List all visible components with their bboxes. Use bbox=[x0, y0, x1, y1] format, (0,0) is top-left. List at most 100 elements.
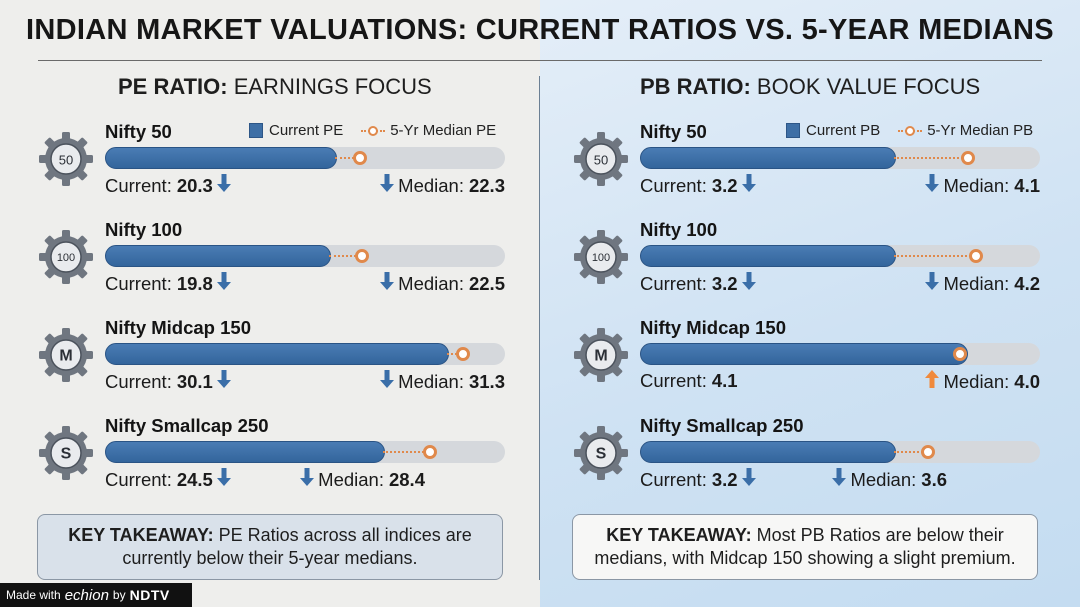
median-marker bbox=[961, 151, 975, 165]
pb-heading-bold: PB RATIO: bbox=[640, 74, 751, 99]
current-label: Current: bbox=[105, 174, 172, 196]
median-marker bbox=[352, 151, 367, 165]
pb-heading-rest: BOOK VALUE FOCUS bbox=[750, 74, 981, 99]
index-name: Nifty 100 bbox=[640, 219, 718, 240]
current-label: Current: bbox=[640, 468, 707, 490]
down-arrow-icon bbox=[216, 468, 231, 491]
pb-panel-background bbox=[540, 0, 1080, 607]
current-bar bbox=[105, 245, 332, 267]
pe-legend: Current PE 5-Yr Median PE bbox=[249, 122, 496, 139]
down-arrow-icon bbox=[741, 272, 756, 295]
echion-logo: echion bbox=[64, 586, 109, 604]
legend-current-swatch bbox=[786, 123, 800, 138]
pb-legend: Current PB 5-Yr Median PB bbox=[786, 122, 1033, 139]
current-bar bbox=[105, 343, 449, 365]
median-number: 31.3 bbox=[468, 370, 505, 392]
current-value: Current: 3.2 bbox=[640, 272, 760, 295]
title-divider bbox=[38, 60, 1042, 61]
index-name: Nifty 100 bbox=[105, 219, 183, 240]
median-connector bbox=[894, 451, 926, 453]
legend-median-label: 5-Yr Median PB bbox=[927, 122, 1034, 139]
down-arrow-icon bbox=[925, 174, 940, 197]
index-name: Nifty Midcap 150 bbox=[105, 317, 251, 338]
current-value: Current: 19.8 bbox=[105, 272, 235, 295]
current-number: 30.1 bbox=[176, 370, 213, 392]
down-arrow-icon bbox=[380, 174, 395, 197]
pb-takeaway-bold: KEY TAKEAWAY: bbox=[606, 525, 752, 545]
gear-badge-label: S bbox=[596, 446, 607, 463]
pe-takeaway-line2: currently below their 5-year medians. bbox=[122, 548, 418, 568]
gear-icon: S bbox=[37, 424, 95, 482]
gear-badge-label: 50 bbox=[594, 153, 608, 168]
median-connector bbox=[383, 451, 428, 453]
gear-badge-label: S bbox=[61, 446, 72, 463]
pe-panel-background bbox=[0, 0, 540, 607]
pb-panel-heading: PB RATIO: BOOK VALUE FOCUS bbox=[640, 74, 980, 100]
up-arrow-icon bbox=[925, 370, 940, 393]
median-number: 28.4 bbox=[388, 468, 425, 490]
current-bar bbox=[640, 147, 896, 169]
pe-key-takeaway: KEY TAKEAWAY: PE Ratios across all indic… bbox=[37, 514, 503, 580]
down-arrow-icon bbox=[832, 468, 847, 491]
current-label: Current: bbox=[105, 468, 172, 490]
median-label: Median: bbox=[943, 174, 1010, 196]
current-number: 19.8 bbox=[176, 272, 213, 294]
gear-icon: M bbox=[37, 326, 95, 384]
down-arrow-icon bbox=[380, 272, 395, 295]
median-label: Median: bbox=[398, 370, 464, 392]
gear-badge-label: 50 bbox=[59, 153, 73, 168]
gear-icon: 100 bbox=[37, 228, 95, 286]
legend-median-swatch bbox=[361, 124, 386, 138]
median-number: 22.5 bbox=[468, 272, 505, 294]
median-connector bbox=[447, 353, 461, 355]
made-with-badge: Made with echion by NDTV bbox=[0, 583, 192, 607]
median-connector bbox=[894, 157, 966, 159]
median-value: Median: 22.3 bbox=[376, 174, 505, 197]
down-arrow-icon bbox=[741, 174, 756, 197]
down-arrow-icon bbox=[925, 272, 940, 295]
median-marker bbox=[969, 249, 983, 263]
index-name: Nifty 50 bbox=[105, 121, 172, 142]
pb-key-takeaway: KEY TAKEAWAY: Most PB Ratios are below t… bbox=[572, 514, 1038, 580]
median-value: Median: 4.0 bbox=[921, 370, 1040, 393]
down-arrow-icon bbox=[216, 174, 231, 197]
median-marker bbox=[921, 445, 935, 459]
current-bar bbox=[640, 245, 896, 267]
current-number: 24.5 bbox=[176, 468, 213, 490]
gear-badge-label: M bbox=[594, 348, 607, 365]
current-value: Current: 30.1 bbox=[105, 370, 235, 393]
gear-icon: S bbox=[572, 424, 630, 482]
page-title: INDIAN MARKET VALUATIONS: CURRENT RATIOS… bbox=[26, 14, 1054, 46]
median-connector bbox=[335, 157, 358, 159]
down-arrow-icon bbox=[216, 272, 231, 295]
legend-current-swatch bbox=[249, 123, 263, 138]
median-marker bbox=[355, 249, 370, 263]
index-name: Nifty Smallcap 250 bbox=[640, 415, 804, 436]
current-label: Current: bbox=[640, 370, 707, 391]
gear-icon: M bbox=[572, 326, 630, 384]
current-bar bbox=[105, 441, 385, 463]
gear-icon: 50 bbox=[37, 130, 95, 188]
current-value: Current: 4.1 bbox=[640, 370, 738, 392]
median-number: 22.3 bbox=[468, 174, 505, 196]
median-label: Median: bbox=[850, 468, 917, 490]
median-connector bbox=[894, 255, 974, 257]
median-value: Median: 31.3 bbox=[376, 370, 505, 393]
current-value: Current: 3.2 bbox=[640, 468, 760, 491]
gear-badge-label: 100 bbox=[592, 252, 610, 264]
median-connector bbox=[329, 255, 361, 257]
current-label: Current: bbox=[640, 272, 707, 294]
median-label: Median: bbox=[943, 370, 1010, 392]
median-number: 4.1 bbox=[1014, 174, 1040, 196]
current-label: Current: bbox=[640, 174, 707, 196]
gear-icon: 100 bbox=[572, 228, 630, 286]
median-value: Median: 4.2 bbox=[921, 272, 1040, 295]
median-number: 3.6 bbox=[921, 468, 947, 490]
legend-current-label: Current PE bbox=[269, 122, 344, 139]
down-arrow-icon bbox=[380, 370, 395, 393]
down-arrow-icon bbox=[300, 468, 315, 491]
median-number: 4.2 bbox=[1014, 272, 1040, 294]
median-label: Median: bbox=[398, 272, 464, 294]
gear-badge-label: M bbox=[59, 348, 72, 365]
legend-median-swatch bbox=[898, 124, 923, 138]
